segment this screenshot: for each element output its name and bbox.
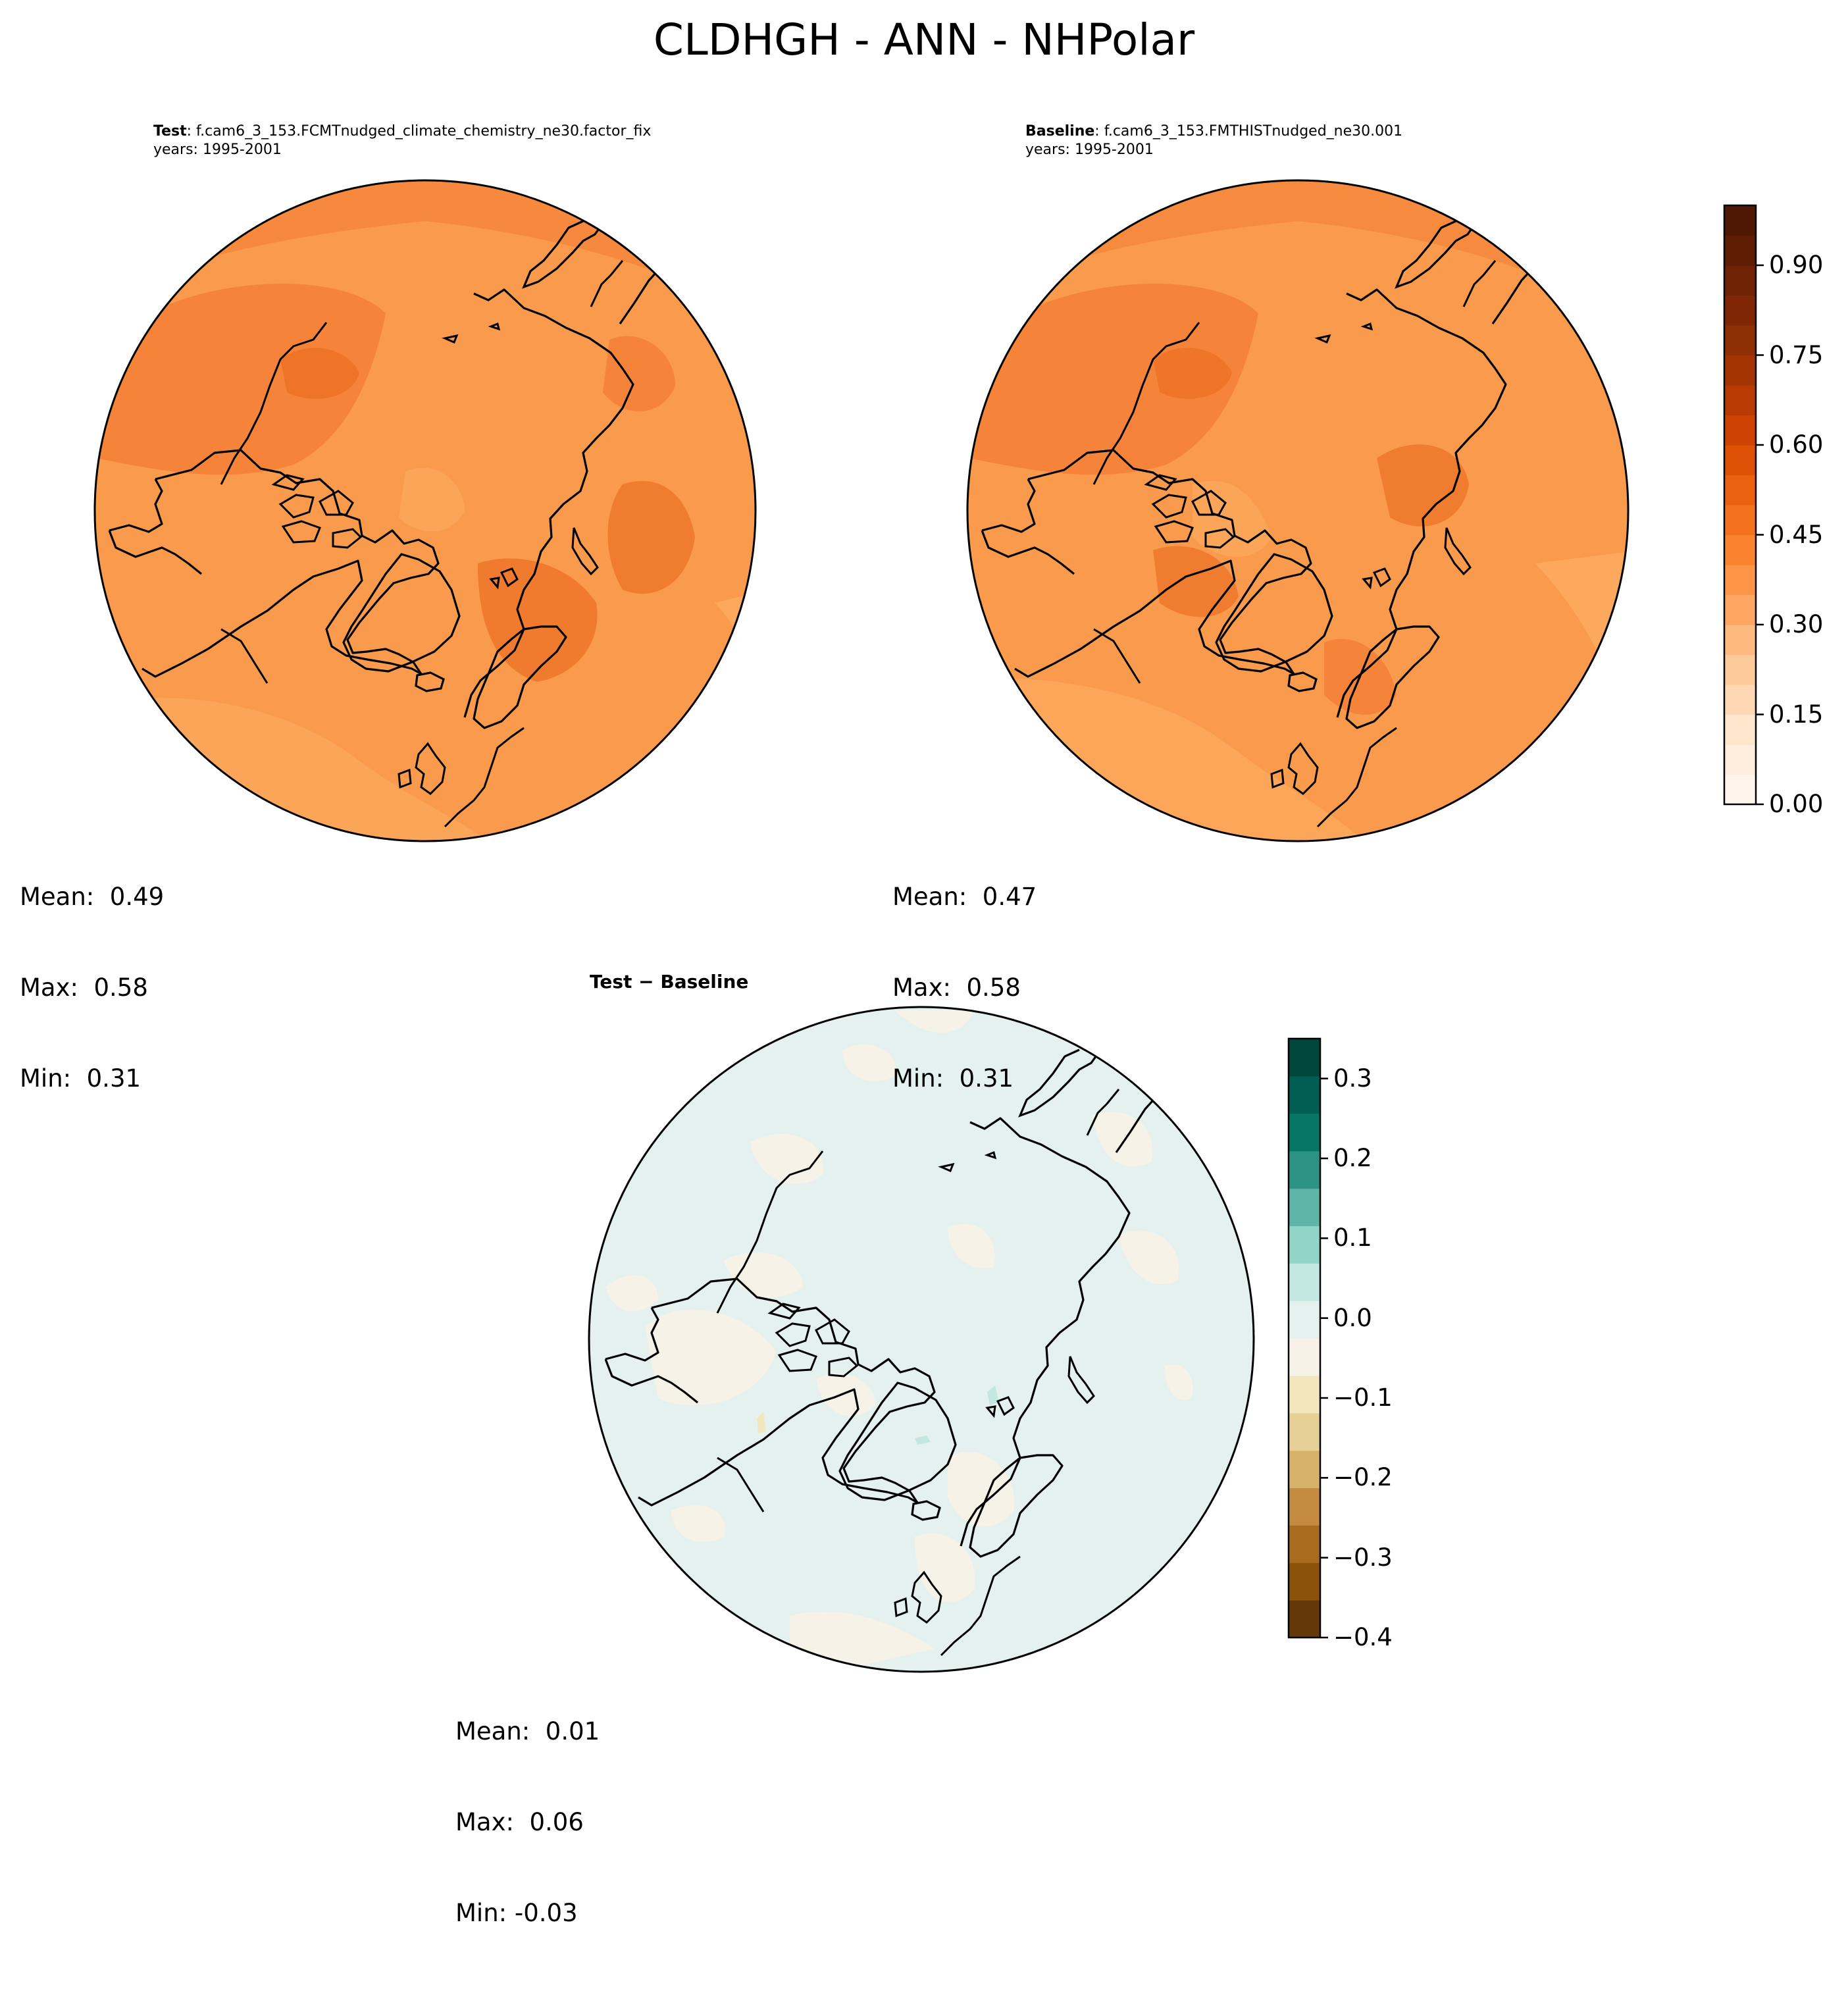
main-colorbar-segment (1724, 205, 1756, 236)
baseline-case-separator: : (1094, 123, 1104, 140)
diff-colorbar-segment (1289, 1150, 1320, 1189)
figure: CLDHGH - ANN - NHPolar Test: f.cam6_3_15… (20, 14, 1824, 1928)
main-colorbar-tick-label: 0.00 (1769, 790, 1824, 818)
diff-title: Test − Baseline (590, 971, 749, 993)
diff-map-boundary (588, 1006, 1255, 1673)
diff-colorbar-segment (1289, 1113, 1320, 1152)
diff-colorbar-tick-label: −0.2 (1333, 1463, 1393, 1492)
test-map-boundary (93, 179, 757, 842)
test-stats: Mean: 0.49 Max: 0.58 Min: 0.31 (20, 821, 164, 1154)
main-colorbar-tick-label: 0.60 (1769, 430, 1824, 459)
test-stat-mean: Mean: 0.49 (20, 883, 165, 911)
baseline-header: Baseline: f.cam6_3_153.FMTHISTnudged_ne3… (1025, 122, 1402, 159)
test-case-name: f.cam6_3_153.FCMTnudged_climate_chemistr… (196, 123, 652, 140)
diff-map-base-fill (589, 1007, 1254, 1672)
test-case-separator: : (186, 123, 197, 140)
main-colorbar-segment (1724, 325, 1756, 356)
figure-title: CLDHGH - ANN - NHPolar (653, 14, 1195, 65)
figure-canvas (93, 179, 1764, 1673)
baseline-map (966, 179, 1630, 842)
main-colorbar-segment (1724, 295, 1756, 326)
baseline-stat-max: Max: 0.58 (892, 973, 1021, 1002)
diff-stat-mean: Mean: 0.01 (455, 1717, 600, 1745)
baseline-case-name: f.cam6_3_153.FMTHISTnudged_ne30.001 (1104, 123, 1403, 140)
diff-colorbar-segment (1289, 1600, 1320, 1638)
main-colorbar-segment (1724, 475, 1756, 505)
main-colorbar-segment (1724, 235, 1756, 266)
main-colorbar-tick-label: 0.15 (1769, 700, 1824, 729)
main-colorbar-segment (1724, 445, 1756, 476)
diff-colorbar-frame (1287, 1037, 1322, 1639)
diff-colorbar-segment (1289, 1039, 1320, 1077)
diff-colorbar-tick-label: −0.4 (1333, 1623, 1393, 1651)
diff-map-contours (605, 1010, 1193, 1672)
diff-colorbar-segment (1289, 1338, 1320, 1376)
main-colorbar-segment (1724, 774, 1756, 805)
diff-colorbar-tick-label: 0.1 (1333, 1224, 1372, 1253)
main-colorbar-segment (1724, 565, 1756, 596)
main-colorbar-segment (1724, 685, 1756, 715)
test-stat-min: Min: 0.31 (20, 1064, 141, 1093)
test-stat-max: Max: 0.58 (20, 973, 148, 1002)
diff-colorbar-segment (1289, 1301, 1320, 1339)
baseline-stats: Mean: 0.47 Max: 0.58 Min: 0.31 (892, 821, 1037, 1154)
diff-colorbar-tick-label: −0.3 (1333, 1543, 1393, 1572)
baseline-stat-min: Min: 0.31 (892, 1064, 1014, 1093)
main-colorbar-tick-label: 0.45 (1769, 520, 1824, 549)
diff-colorbar-tick-label: 0.3 (1333, 1064, 1372, 1093)
main-colorbar-segment (1724, 594, 1756, 625)
diff-colorbar-tick-label: 0.2 (1333, 1144, 1372, 1172)
main-colorbar-tick-label: 0.75 (1769, 340, 1824, 369)
diff-colorbar-tick-label: −0.1 (1333, 1383, 1393, 1412)
diff-colorbar-segment (1289, 1075, 1320, 1114)
diff-colorbar-segment (1289, 1226, 1320, 1264)
diff-colorbar-tick-label: 0.0 (1333, 1303, 1372, 1332)
test-case-label: Test (153, 123, 187, 140)
diff-colorbar-segment (1289, 1263, 1320, 1301)
diff-colorbar-segment (1289, 1450, 1320, 1489)
diff-colorbar-segment (1289, 1487, 1320, 1526)
main-colorbar-segment (1724, 505, 1756, 536)
main-colorbar-segment (1724, 415, 1756, 446)
diff-stat-max: Max: 0.06 (455, 1808, 584, 1836)
main-colorbar-segment (1724, 654, 1756, 685)
main-colorbar-segment (1724, 385, 1756, 416)
baseline-map-boundary (966, 179, 1630, 842)
diff-colorbar-segment (1289, 1525, 1320, 1563)
diff-colorbar-segment (1289, 1188, 1320, 1226)
main-colorbar-segment (1724, 625, 1756, 656)
diff-colorbar (1287, 1037, 1328, 1639)
baseline-stat-mean: Mean: 0.47 (892, 883, 1037, 911)
baseline-years: years: 1995-2001 (1025, 142, 1154, 158)
main-colorbar-segment (1724, 744, 1756, 775)
diff-colorbar-segment (1289, 1412, 1320, 1451)
main-colorbar-segment (1724, 534, 1756, 565)
diff-colorbar-segment (1289, 1563, 1320, 1601)
main-colorbar-tick-label: 0.30 (1769, 610, 1824, 638)
main-colorbar-segment (1724, 714, 1756, 745)
baseline-case-label: Baseline (1025, 123, 1095, 140)
test-years: years: 1995-2001 (153, 142, 282, 158)
test-map (93, 179, 757, 842)
main-colorbar-frame (1723, 204, 1757, 806)
diff-stat-min: Min: -0.03 (455, 1899, 578, 1927)
main-colorbar-tick-label: 0.90 (1769, 251, 1824, 279)
main-colorbar (1723, 204, 1764, 806)
test-header: Test: f.cam6_3_153.FCMTnudged_climate_ch… (153, 122, 651, 159)
diff-map (588, 1006, 1255, 1673)
diff-stats: Mean: 0.01 Max: 0.06 Min: -0.03 (455, 1656, 600, 1989)
main-colorbar-segment (1724, 265, 1756, 296)
diff-colorbar-segment (1289, 1375, 1320, 1414)
main-colorbar-segment (1724, 355, 1756, 386)
